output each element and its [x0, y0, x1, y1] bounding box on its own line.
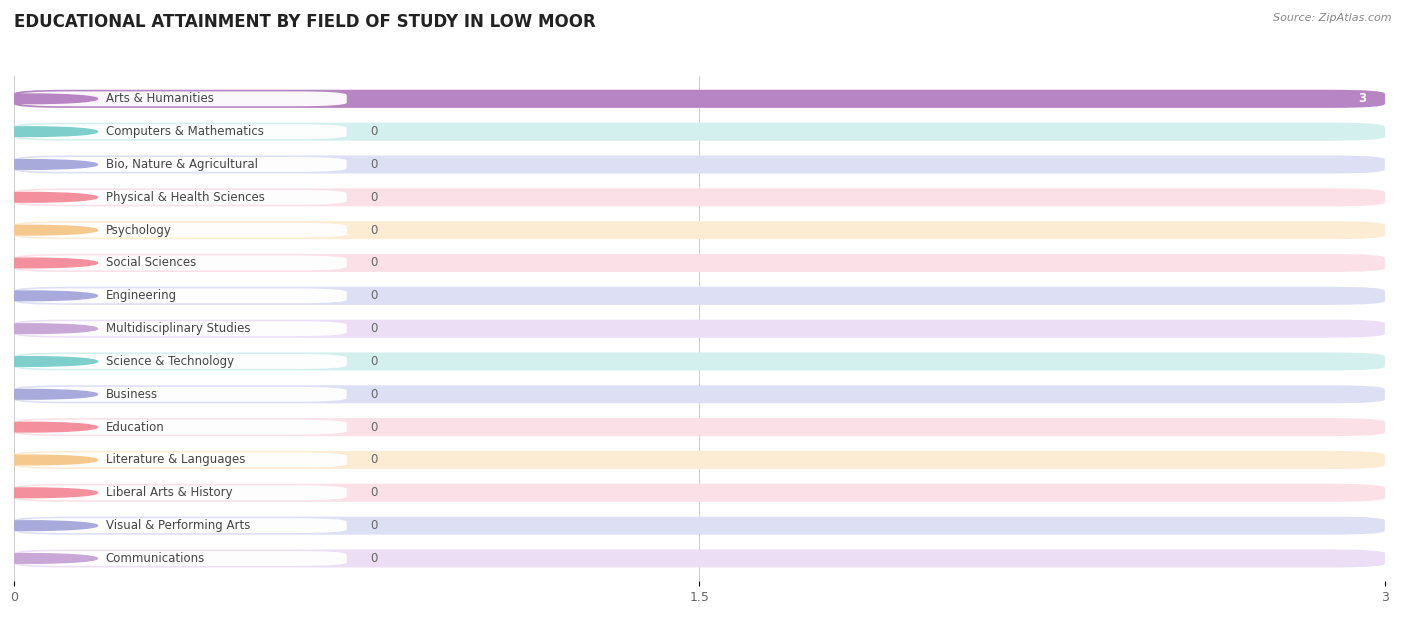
Circle shape — [0, 356, 97, 367]
FancyBboxPatch shape — [18, 321, 347, 336]
FancyBboxPatch shape — [18, 354, 347, 369]
Text: 0: 0 — [371, 552, 378, 565]
FancyBboxPatch shape — [14, 123, 1385, 141]
FancyBboxPatch shape — [18, 157, 347, 172]
FancyBboxPatch shape — [18, 485, 347, 500]
FancyBboxPatch shape — [14, 221, 1385, 239]
FancyBboxPatch shape — [14, 90, 1385, 108]
FancyBboxPatch shape — [18, 387, 347, 402]
FancyBboxPatch shape — [18, 420, 347, 435]
FancyBboxPatch shape — [14, 90, 1385, 108]
FancyBboxPatch shape — [14, 549, 1385, 568]
Circle shape — [0, 455, 97, 465]
Text: Visual & Performing Arts: Visual & Performing Arts — [105, 519, 250, 532]
Circle shape — [0, 324, 97, 334]
Text: Physical & Health Sciences: Physical & Health Sciences — [105, 191, 264, 204]
Text: 0: 0 — [371, 289, 378, 302]
FancyBboxPatch shape — [18, 551, 347, 566]
Text: Psychology: Psychology — [105, 224, 172, 236]
Text: 0: 0 — [371, 257, 378, 269]
Text: 3: 3 — [1358, 92, 1367, 106]
Text: Liberal Arts & History: Liberal Arts & History — [105, 486, 232, 499]
Text: 0: 0 — [371, 158, 378, 171]
Text: Computers & Mathematics: Computers & Mathematics — [105, 125, 263, 138]
Text: Science & Technology: Science & Technology — [105, 355, 233, 368]
Text: Multidisciplinary Studies: Multidisciplinary Studies — [105, 322, 250, 335]
Circle shape — [0, 488, 97, 497]
Text: 0: 0 — [371, 191, 378, 204]
FancyBboxPatch shape — [18, 125, 347, 139]
FancyBboxPatch shape — [14, 418, 1385, 436]
Text: 0: 0 — [371, 519, 378, 532]
Circle shape — [0, 422, 97, 432]
Text: Arts & Humanities: Arts & Humanities — [105, 92, 214, 106]
Text: Education: Education — [105, 421, 165, 434]
Circle shape — [0, 94, 97, 104]
Text: Source: ZipAtlas.com: Source: ZipAtlas.com — [1274, 13, 1392, 23]
FancyBboxPatch shape — [14, 386, 1385, 403]
FancyBboxPatch shape — [14, 483, 1385, 502]
FancyBboxPatch shape — [14, 320, 1385, 337]
FancyBboxPatch shape — [18, 288, 347, 303]
FancyBboxPatch shape — [18, 222, 347, 238]
FancyBboxPatch shape — [14, 353, 1385, 370]
Text: Business: Business — [105, 388, 157, 401]
Text: Engineering: Engineering — [105, 289, 177, 302]
Text: 0: 0 — [371, 355, 378, 368]
Text: 0: 0 — [371, 421, 378, 434]
FancyBboxPatch shape — [18, 453, 347, 468]
Text: Communications: Communications — [105, 552, 205, 565]
Circle shape — [0, 127, 97, 137]
Text: Bio, Nature & Agricultural: Bio, Nature & Agricultural — [105, 158, 257, 171]
FancyBboxPatch shape — [14, 188, 1385, 206]
Text: Social Sciences: Social Sciences — [105, 257, 195, 269]
FancyBboxPatch shape — [14, 516, 1385, 535]
Text: 0: 0 — [371, 486, 378, 499]
Circle shape — [0, 193, 97, 202]
Circle shape — [0, 389, 97, 399]
Text: EDUCATIONAL ATTAINMENT BY FIELD OF STUDY IN LOW MOOR: EDUCATIONAL ATTAINMENT BY FIELD OF STUDY… — [14, 13, 596, 30]
FancyBboxPatch shape — [18, 92, 347, 106]
Text: 0: 0 — [371, 125, 378, 138]
FancyBboxPatch shape — [18, 255, 347, 270]
FancyBboxPatch shape — [14, 287, 1385, 305]
FancyBboxPatch shape — [14, 451, 1385, 469]
FancyBboxPatch shape — [14, 155, 1385, 174]
Circle shape — [0, 160, 97, 169]
FancyBboxPatch shape — [18, 190, 347, 205]
Text: 0: 0 — [371, 322, 378, 335]
Circle shape — [0, 554, 97, 563]
FancyBboxPatch shape — [14, 254, 1385, 272]
Text: Literature & Languages: Literature & Languages — [105, 454, 245, 466]
Text: 0: 0 — [371, 454, 378, 466]
Text: 0: 0 — [371, 388, 378, 401]
Circle shape — [0, 521, 97, 530]
Circle shape — [0, 258, 97, 268]
Text: 0: 0 — [371, 224, 378, 236]
Circle shape — [0, 291, 97, 301]
FancyBboxPatch shape — [18, 518, 347, 533]
Circle shape — [0, 226, 97, 235]
